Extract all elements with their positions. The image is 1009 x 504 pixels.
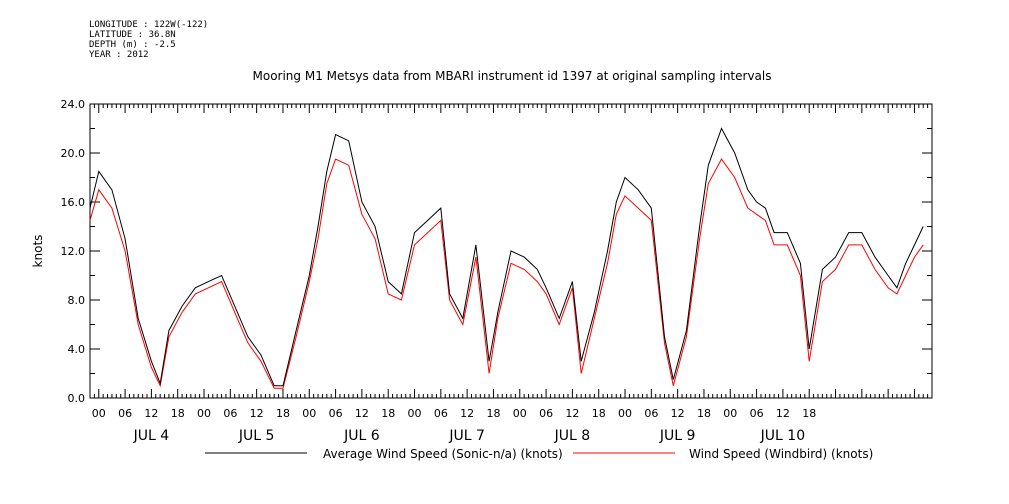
y-tick-label: 12.0 — [61, 245, 86, 258]
y-tick-label: 16.0 — [61, 196, 86, 209]
x-hour-tick-label: 06 — [434, 407, 448, 420]
x-hour-tick-label: 12 — [250, 407, 264, 420]
y-tick-label: 4.0 — [68, 343, 86, 356]
x-day-label: JUL 9 — [659, 428, 696, 444]
longitude-label: LONGITUDE : 122W(-122) — [89, 20, 209, 30]
year-label: YEAR : 2012 — [89, 50, 149, 60]
x-hour-tick-label: 12 — [671, 407, 685, 420]
x-hour-tick-label: 00 — [197, 407, 211, 420]
x-day-label: JUL 5 — [238, 428, 275, 444]
x-hour-tick-label: 18 — [592, 407, 606, 420]
x-hour-tick-label: 18 — [171, 407, 185, 420]
x-hour-tick-label: 06 — [223, 407, 237, 420]
x-hour-tick-label: 00 — [723, 407, 737, 420]
x-day-label: JUL 4 — [133, 428, 170, 444]
x-day-label: JUL 7 — [448, 428, 485, 444]
chart-title: Mooring M1 Metsys data from MBARI instru… — [253, 69, 772, 83]
series-layer — [89, 127, 924, 389]
x-hour-tick-label: 00 — [302, 407, 316, 420]
x-hour-tick-label: 06 — [118, 407, 132, 420]
x-hour-tick-label: 12 — [565, 407, 579, 420]
metadata-block: LONGITUDE : 122W(-122) LATITUDE : 36.8N … — [89, 20, 208, 60]
series-line-sonic — [89, 127, 924, 387]
y-tick-label: 0.0 — [68, 392, 86, 405]
latitude-label: LATITUDE : 36.8N — [89, 30, 176, 40]
x-hour-tick-label: 18 — [381, 407, 395, 420]
x-hour-tick-label: 12 — [355, 407, 369, 420]
depth-label: DEPTH (m) : -2.5 — [89, 40, 176, 50]
y-tick-label: 8.0 — [68, 294, 86, 307]
y-tick-label: 20.0 — [61, 147, 86, 160]
x-hour-tick-label: 06 — [539, 407, 553, 420]
x-hour-tick-label: 06 — [750, 407, 764, 420]
x-hour-tick-label: 18 — [802, 407, 816, 420]
x-hour-tick-label: 00 — [618, 407, 632, 420]
y-tick-label: 24.0 — [61, 98, 86, 111]
x-hour-tick-label: 18 — [697, 407, 711, 420]
x-hour-tick-label: 06 — [644, 407, 658, 420]
x-day-label: JUL 10 — [760, 428, 805, 444]
x-hour-tick-label: 12 — [144, 407, 158, 420]
legend-label-windbird: Wind Speed (Windbird) (knots) — [689, 447, 873, 461]
x-hour-tick-label: 00 — [92, 407, 106, 420]
legend: Average Wind Speed (Sonic-n/a) (knots) W… — [205, 447, 873, 461]
x-day-label: JUL 8 — [554, 428, 591, 444]
x-hour-tick-label: 06 — [329, 407, 343, 420]
x-hour-tick-label: 00 — [408, 407, 422, 420]
legend-label-sonic: Average Wind Speed (Sonic-n/a) (knots) — [323, 447, 563, 461]
x-hour-tick-label: 12 — [460, 407, 474, 420]
x-hour-tick-label: 18 — [486, 407, 500, 420]
x-hour-tick-label: 12 — [776, 407, 790, 420]
x-day-label: JUL 6 — [343, 428, 380, 444]
y-axis-label: knots — [31, 235, 45, 268]
axis-ticks: 0.0 4.0 8.0 12.0 16.0 20.0 24.0 00 06 12 18 00 06 12 1… — [61, 98, 933, 444]
series-line-windbird — [89, 158, 924, 389]
x-hour-tick-label: 00 — [513, 407, 527, 420]
x-hour-tick-label: 18 — [276, 407, 290, 420]
